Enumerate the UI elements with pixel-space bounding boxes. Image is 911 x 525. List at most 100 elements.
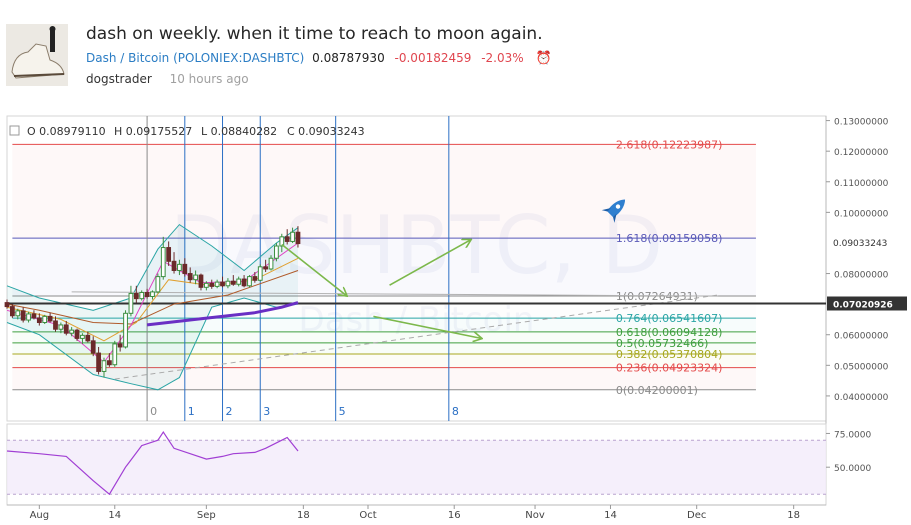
projection-arrow <box>281 243 347 295</box>
candle-body <box>225 280 231 287</box>
y-tick-label: 0.11000000 <box>834 179 889 189</box>
candle-body <box>182 263 188 275</box>
price-chart[interactable]: DASHBTC, D Dash / Bitcoin 0.13000000 0.1200… <box>0 113 911 521</box>
candle-body <box>295 231 301 245</box>
ohlc-low: L 0.08840282 <box>201 125 277 138</box>
x-tick-label: Nov <box>525 510 545 521</box>
fib-level-label: 1(0.07264931) <box>616 290 698 303</box>
candle-body <box>117 343 123 348</box>
candle-body <box>144 292 150 297</box>
price-change-percent: -2.03% <box>481 51 524 65</box>
rsi-band <box>7 440 826 495</box>
candle-body <box>4 302 10 308</box>
candle-body <box>171 260 177 271</box>
price-label: 0.09033243 <box>833 239 887 249</box>
candle-body <box>26 313 31 321</box>
rocket-window <box>615 204 621 209</box>
fib-level-label: 0(0.04200001) <box>616 384 698 397</box>
fib-time-zone-label: 5 <box>339 405 346 418</box>
post-time: 10 hours ago <box>169 72 249 86</box>
candle-body <box>284 236 290 242</box>
x-tick-label: 14 <box>108 510 121 521</box>
y-tick-label: 0.12000000 <box>834 148 889 158</box>
last-price: 0.08787930 <box>312 51 385 65</box>
idea-thumbnail[interactable] <box>6 24 68 86</box>
moving-average-ma_purple <box>146 301 299 327</box>
projection-arrow <box>373 315 481 338</box>
fib-level-label: 2.618(0.12223987) <box>616 138 723 151</box>
alarm-clock-icon[interactable]: ⏰ <box>535 51 552 66</box>
y-tick-label: 0.06000000 <box>834 332 889 342</box>
candle-body <box>133 292 139 300</box>
rsi-pane[interactable]: 75.0000 50.0000 <box>6 423 871 506</box>
x-tick-label: Sep <box>197 510 216 521</box>
fib-zone <box>12 296 756 319</box>
candle-body <box>58 324 64 330</box>
fib-time-zone-label: 0 <box>150 405 157 418</box>
price-label-box <box>827 234 907 249</box>
ohlc-open: O 0.08979110 <box>27 125 106 138</box>
author-info: dogstrader 10 hours ago <box>86 72 249 86</box>
candle-body <box>220 281 225 287</box>
x-tick-label: 14 <box>604 510 617 521</box>
fib-time-zone-label: 8 <box>452 405 459 418</box>
candle-body <box>123 312 128 348</box>
x-tick-label: 18 <box>787 510 800 521</box>
candle-body <box>15 310 21 317</box>
candle-body <box>198 274 204 288</box>
candle-body <box>155 276 161 293</box>
candle-body <box>96 352 101 372</box>
symbol-info: Dash / Bitcoin (POLONIEX:DASHBTC) 0.0878… <box>86 51 552 66</box>
bollinger-fill <box>7 224 298 390</box>
candle-body <box>36 317 42 323</box>
candle-body <box>257 266 263 281</box>
y-tick-label: 0.04000000 <box>834 393 889 403</box>
candle-body <box>74 329 80 339</box>
candle-body <box>177 263 182 271</box>
fib-time-zone-label: 3 <box>263 405 270 418</box>
fib-level-label: 0.764(0.06541607) <box>616 312 723 325</box>
symbol-pair-link[interactable]: Dash / Bitcoin <box>86 51 170 65</box>
candle-body <box>236 278 242 285</box>
rocket-icon <box>601 199 626 223</box>
fib-level-label: 0.5(0.05732466) <box>616 337 709 350</box>
candle-body <box>10 306 15 317</box>
candle-body <box>241 278 247 287</box>
series-settings-icon[interactable] <box>9 125 20 136</box>
x-tick-label: Dec <box>687 510 706 521</box>
idea-title: dash on weekly. when it time to reach to… <box>86 24 543 44</box>
candle-body <box>42 315 48 323</box>
fib-zone <box>12 353 756 368</box>
rocket-body <box>607 199 626 218</box>
moving-average-ma_brown <box>6 270 299 325</box>
x-tick-label: Aug <box>30 510 50 521</box>
candle-body <box>252 276 258 281</box>
candle-body <box>80 334 85 339</box>
candle-body <box>247 276 252 287</box>
candle-body <box>53 320 58 330</box>
fib-level-label: 0.618(0.06094128) <box>616 326 723 339</box>
time-axis[interactable]: Aug 14 Sep 18 Oct 16 Nov 14 Dec 18 <box>7 504 826 521</box>
post-header: dash on weekly. when it time to reach to… <box>0 0 911 100</box>
fib-level-label: 0.382(0.05370804) <box>616 348 723 361</box>
candle-body <box>106 360 112 366</box>
candle-body <box>20 310 26 321</box>
y-tick-label: 0.13000000 <box>834 118 889 128</box>
candle-body <box>263 266 269 270</box>
candle-body <box>128 292 134 314</box>
candle-body <box>47 315 53 322</box>
price-pane[interactable]: DASHBTC, D Dash / Bitcoin 0.13000000 0.1200… <box>4 115 907 505</box>
candle-body <box>290 231 295 242</box>
candle-body <box>214 281 220 287</box>
candle-body <box>112 343 118 366</box>
x-tick-label: Oct <box>359 510 376 521</box>
candle-body <box>166 247 172 262</box>
chart-container[interactable]: DASHBTC, D Dash / Bitcoin 0.13000000 0.1200… <box>0 113 911 521</box>
candle-body <box>193 274 198 281</box>
price-change: -0.00182459 <box>394 51 472 65</box>
candle-body <box>63 324 69 334</box>
author-name[interactable]: dogstrader <box>86 72 152 86</box>
ohlc-high: H 0.09175527 <box>114 125 192 138</box>
symbol-exchange-link[interactable]: (POLONIEX:DASHBTC) <box>173 51 305 65</box>
fib-zone <box>12 318 756 332</box>
